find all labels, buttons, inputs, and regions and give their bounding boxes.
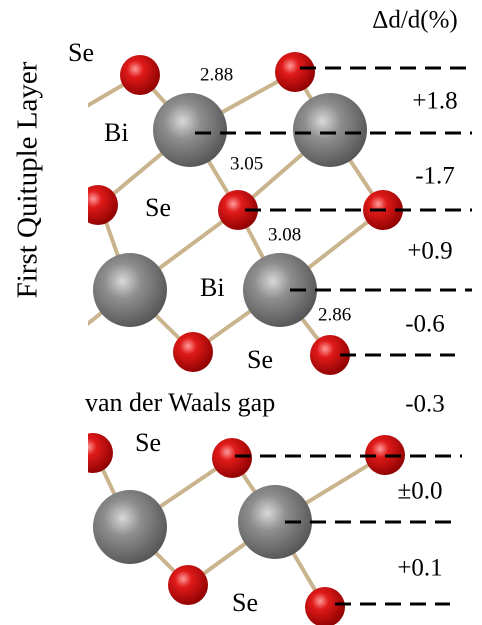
spacing-change: +1.8 bbox=[412, 88, 457, 115]
spacing-change: -0.3 bbox=[405, 391, 445, 418]
spacing-change: -1.7 bbox=[415, 163, 455, 190]
bond-length: 2.86 bbox=[318, 304, 351, 325]
atom-label: Se bbox=[232, 588, 258, 617]
gap-label: van der Waals gap bbox=[85, 388, 275, 417]
atom-label: Se bbox=[247, 345, 273, 374]
header: Δd/d(%) bbox=[372, 7, 458, 34]
spacing-change: +0.9 bbox=[407, 238, 452, 265]
spacing-change: +0.1 bbox=[397, 555, 442, 582]
bond-length: 2.88 bbox=[200, 64, 233, 85]
atom-label: Se bbox=[135, 428, 161, 457]
spacing-change: -0.6 bbox=[405, 311, 445, 338]
atom-label: Se bbox=[68, 38, 94, 67]
atom-label: Bi bbox=[200, 273, 225, 302]
atom-label: Se bbox=[145, 193, 171, 222]
atom-label: Bi bbox=[104, 118, 129, 147]
y-label: First Quituple Layer bbox=[12, 61, 44, 298]
bond-length: 3.08 bbox=[268, 224, 301, 245]
diagram: First Quituple Layer Δd/d(%) Se Bi Se Bi… bbox=[0, 0, 482, 625]
page: {"y_label": "First Quituple Layer", "hea… bbox=[0, 0, 482, 625]
bond-length: 3.05 bbox=[230, 153, 263, 174]
spacing-change: ±0.0 bbox=[398, 478, 443, 505]
